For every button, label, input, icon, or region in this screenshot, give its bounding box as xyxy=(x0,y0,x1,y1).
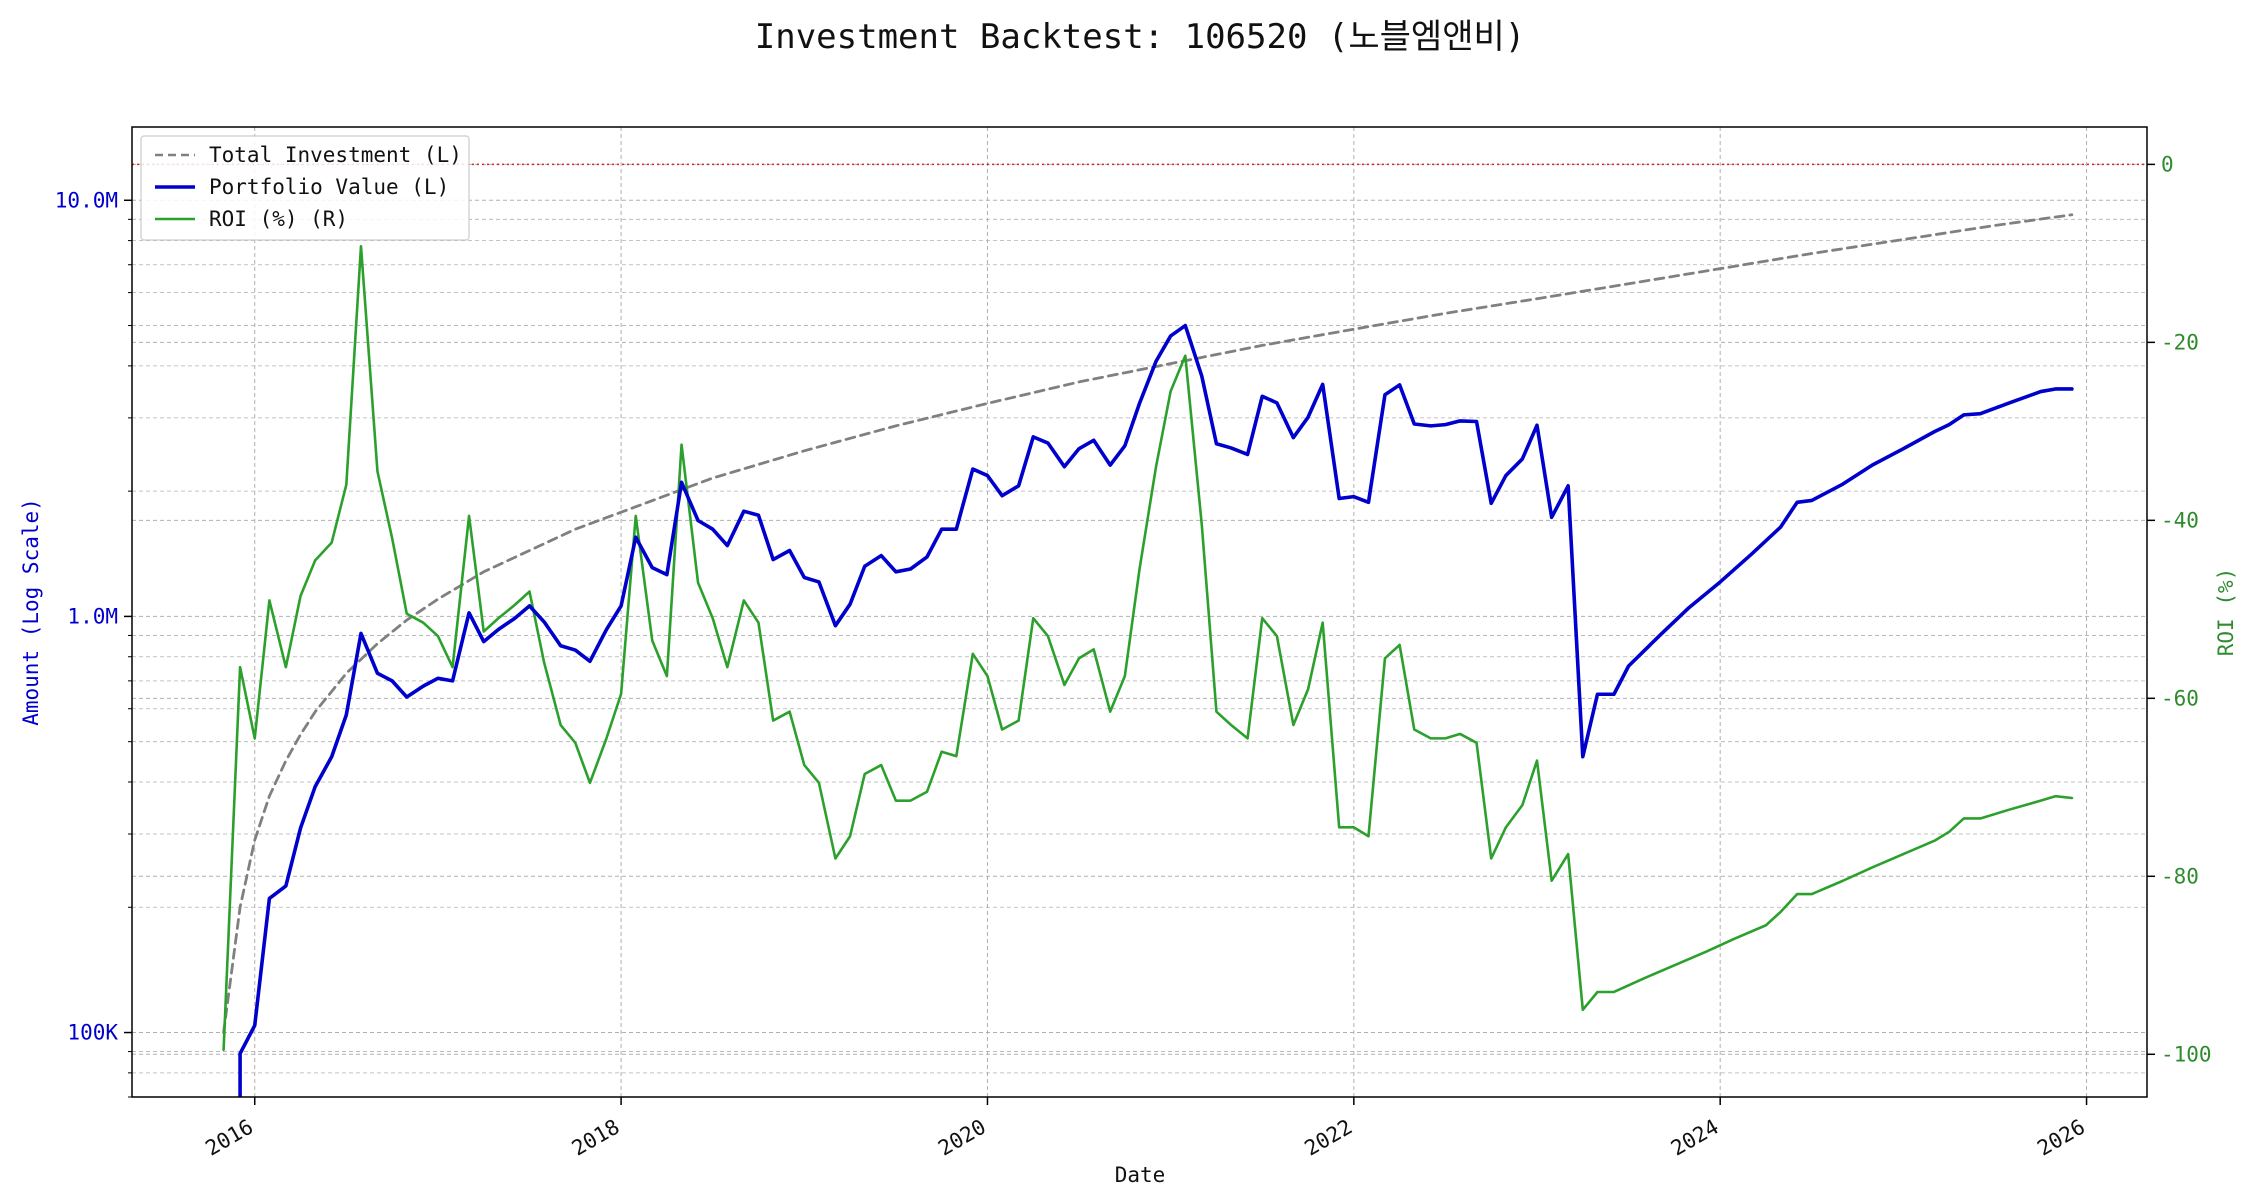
legend-label-investment: Total Investment (L) xyxy=(209,143,462,167)
roi-line xyxy=(222,244,2074,1052)
total-investment-line xyxy=(222,213,2074,1034)
x-tick-label: 2020 xyxy=(934,1115,990,1161)
x-tick-label: 2018 xyxy=(568,1115,624,1161)
legend-box xyxy=(140,135,470,241)
series-layer xyxy=(222,213,2074,1097)
x-axis-label: Date xyxy=(1115,1163,1166,1187)
right-tick-label: -80 xyxy=(2161,864,2199,888)
chart-title: Investment Backtest: 106520 (노블엠앤비) xyxy=(755,17,1526,57)
right-tick-label: 0 xyxy=(2161,152,2174,176)
plot-frame xyxy=(131,126,2148,1098)
legend-label-roi: ROI (%) (R) xyxy=(209,207,348,231)
legend: Total Investment (L) Portfolio Value (L)… xyxy=(140,135,470,241)
left-tick-label: 100K xyxy=(67,1021,118,1045)
right-tick-label: -40 xyxy=(2161,508,2199,532)
x-tick-label: 2024 xyxy=(1667,1115,1723,1161)
portfolio-value-line xyxy=(238,323,2074,1097)
right-tick-label: -100 xyxy=(2161,1042,2212,1066)
x-tick-label: 2022 xyxy=(1301,1115,1357,1161)
right-y-axis-label: ROI (%) xyxy=(2214,568,2238,657)
left-y-axis-label: Amount (Log Scale) xyxy=(19,498,43,726)
legend-label-portfolio: Portfolio Value (L) xyxy=(209,175,449,199)
grid-lines xyxy=(132,127,2147,1098)
x-tick-label: 2026 xyxy=(2033,1115,2089,1161)
right-tick-label: -20 xyxy=(2161,330,2199,354)
left-tick-label: 1.0M xyxy=(67,604,118,628)
left-tick-label: 10.0M xyxy=(55,188,118,212)
right-tick-label: -60 xyxy=(2161,686,2199,710)
x-tick-label: 2016 xyxy=(201,1115,257,1161)
